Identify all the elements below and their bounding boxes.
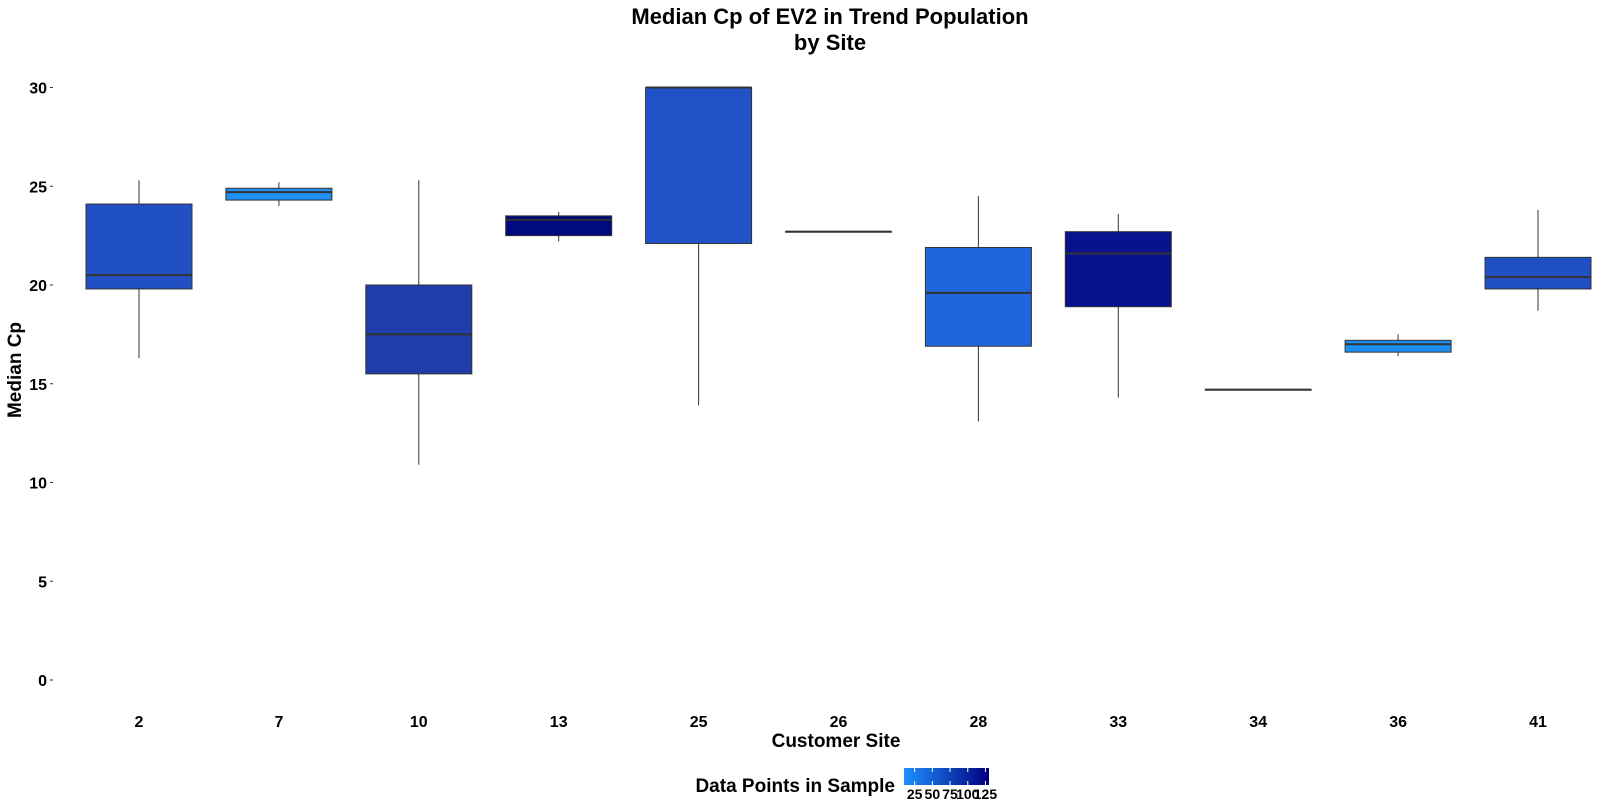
legend-tick-label: 75: [942, 786, 958, 800]
x-tick-label: 13: [550, 714, 568, 731]
box-site-25: [645, 86, 753, 406]
legend-tick-label: 100: [956, 786, 980, 800]
x-tick-label: 7: [274, 714, 283, 731]
y-axis: 0 5 10 15 20 25 30: [29, 81, 53, 690]
x-tick-label: 36: [1389, 714, 1407, 731]
x-tick-label: 10: [410, 714, 428, 731]
y-tick-label: 10: [29, 476, 47, 493]
x-tick-label: 28: [970, 714, 988, 731]
x-tick-label: 41: [1529, 714, 1547, 731]
x-tick-label: 25: [690, 714, 708, 731]
box-site-2: [85, 180, 193, 359]
legend-tick-label: 50: [925, 786, 941, 800]
chart-title-line2: by Site: [793, 30, 867, 55]
legend-colorbar: [904, 768, 989, 785]
chart-title-line1: Median Cp of EV2 in Trend Population: [631, 4, 1029, 29]
box-iqr: [85, 203, 193, 290]
box-series: [85, 86, 1592, 465]
legend-tick-label: 25: [907, 786, 923, 800]
box-iqr: [1484, 256, 1592, 290]
y-tick-label: 30: [29, 81, 47, 98]
y-tick-label: 25: [29, 179, 47, 196]
box-iqr: [1344, 339, 1452, 353]
box-site-33: [1064, 213, 1172, 398]
y-tick-label: 15: [29, 377, 47, 394]
x-axis-title: Customer Site: [772, 731, 901, 752]
box-site-10: [365, 180, 473, 465]
x-tick-label: 33: [1109, 714, 1127, 731]
y-tick-label: 0: [38, 673, 47, 690]
box-iqr: [365, 284, 473, 375]
chart-title: Median Cp of EV2 in Trend Population by …: [0, 4, 1600, 56]
legend-tick-label: 125: [974, 786, 998, 800]
y-axis-title: Median Cp: [5, 322, 26, 418]
x-tick-label: 2: [135, 714, 144, 731]
box-site-34: [1204, 388, 1312, 391]
x-tick-label: 26: [830, 714, 848, 731]
box-site-13: [505, 211, 613, 242]
box-site-7: [225, 182, 333, 206]
box-iqr: [645, 87, 753, 245]
y-tick-label: 20: [29, 278, 47, 295]
y-tick-label: 5: [38, 574, 47, 591]
x-tick-label: 34: [1249, 714, 1267, 731]
legend-title: Data Points in Sample: [695, 776, 895, 797]
box-site-28: [924, 196, 1032, 422]
box-iqr: [924, 246, 1032, 347]
box-site-36: [1344, 334, 1452, 357]
box-site-41: [1484, 209, 1592, 311]
x-axis: 2 7 10 13 25 26 28 33 34 36 41: [135, 714, 1547, 731]
box-iqr: [225, 187, 333, 201]
box-site-26: [785, 230, 892, 233]
box-iqr: [1064, 231, 1172, 308]
